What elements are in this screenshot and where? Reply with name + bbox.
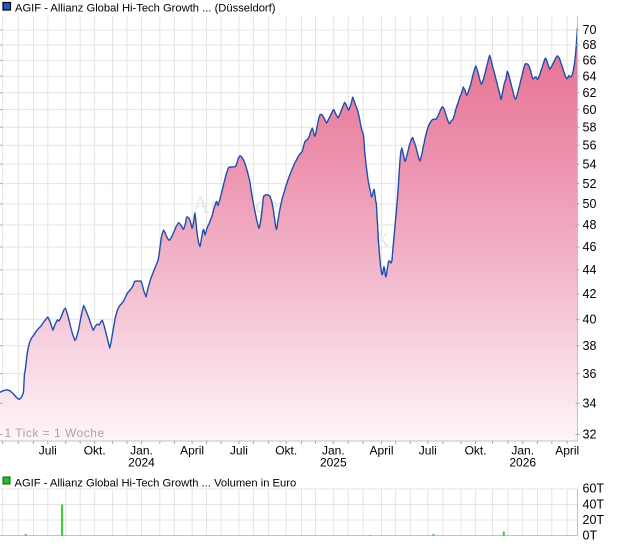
svg-text:Jan.: Jan. bbox=[130, 444, 153, 458]
svg-text:2025: 2025 bbox=[320, 456, 347, 470]
svg-text:46: 46 bbox=[583, 240, 597, 254]
svg-text:2026: 2026 bbox=[509, 456, 536, 470]
svg-text:Okt.: Okt. bbox=[275, 444, 297, 458]
svg-text:April: April bbox=[369, 444, 393, 458]
svg-text:AGIF - Allianz Global Hi-Tech: AGIF - Allianz Global Hi-Tech Growth ...… bbox=[15, 3, 276, 15]
svg-text:20T: 20T bbox=[583, 513, 605, 527]
svg-text:56: 56 bbox=[583, 139, 597, 153]
svg-text:54: 54 bbox=[583, 157, 597, 171]
svg-text:Juli: Juli bbox=[230, 444, 248, 458]
svg-text:34: 34 bbox=[583, 396, 597, 410]
svg-text:0T: 0T bbox=[583, 529, 598, 543]
svg-text:Okt.: Okt. bbox=[465, 444, 487, 458]
svg-text:April: April bbox=[180, 444, 204, 458]
svg-text:Juli: Juli bbox=[419, 444, 437, 458]
svg-text:40: 40 bbox=[583, 312, 597, 326]
svg-text:58: 58 bbox=[583, 120, 597, 134]
svg-text:66: 66 bbox=[583, 54, 597, 68]
svg-text:40T: 40T bbox=[583, 497, 605, 511]
svg-text:50: 50 bbox=[583, 197, 597, 211]
svg-text:April: April bbox=[555, 444, 579, 458]
svg-text:62: 62 bbox=[583, 86, 597, 100]
svg-text:Jan.: Jan. bbox=[511, 444, 534, 458]
svg-text:2024: 2024 bbox=[128, 456, 155, 470]
svg-text:68: 68 bbox=[583, 38, 597, 52]
svg-text:38: 38 bbox=[583, 339, 597, 353]
svg-text:60: 60 bbox=[583, 103, 597, 117]
svg-text:64: 64 bbox=[583, 70, 597, 84]
svg-text:1 Tick = 1 Woche: 1 Tick = 1 Woche bbox=[5, 426, 105, 440]
svg-text:60T: 60T bbox=[583, 482, 605, 496]
svg-text:32: 32 bbox=[583, 428, 597, 442]
svg-text:Okt.: Okt. bbox=[84, 444, 106, 458]
svg-text:52: 52 bbox=[583, 177, 597, 191]
svg-text:48: 48 bbox=[583, 218, 597, 232]
svg-text:42: 42 bbox=[583, 287, 597, 301]
svg-text:Jan.: Jan. bbox=[322, 444, 345, 458]
svg-text:36: 36 bbox=[583, 367, 597, 381]
svg-text:Juli: Juli bbox=[39, 444, 57, 458]
svg-text:AGIF - Allianz Global Hi-Tech: AGIF - Allianz Global Hi-Tech Growth ...… bbox=[15, 478, 297, 490]
svg-text:44: 44 bbox=[583, 263, 597, 277]
svg-text:70: 70 bbox=[583, 23, 597, 37]
